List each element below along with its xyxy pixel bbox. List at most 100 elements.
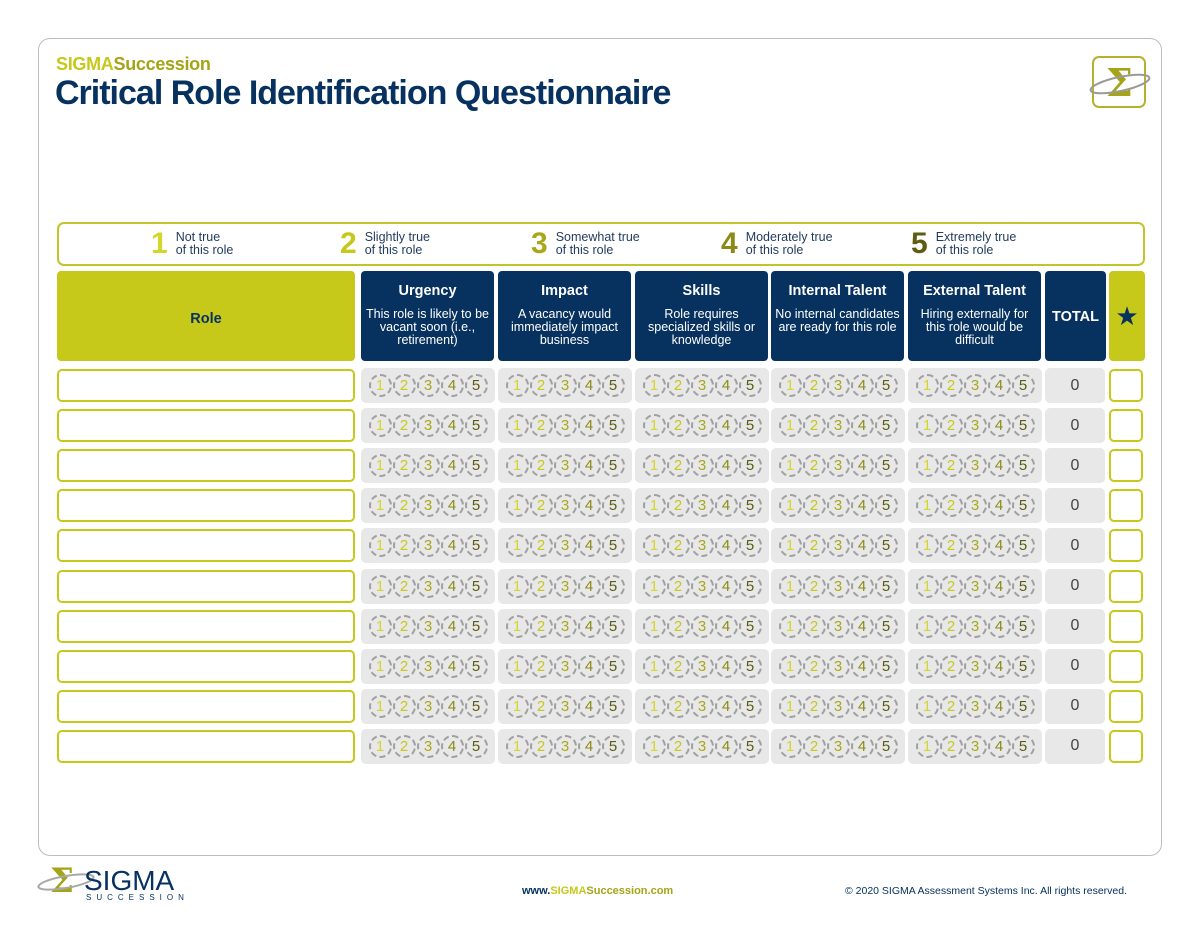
rating-radio-2[interactable]: 2 <box>939 654 963 678</box>
critical-role-checkbox[interactable] <box>1109 489 1143 523</box>
rating-radio-1[interactable]: 1 <box>778 734 802 758</box>
rating-radio-1[interactable]: 1 <box>915 374 939 397</box>
rating-radio-3[interactable]: 3 <box>963 534 987 558</box>
rating-radio-2[interactable]: 2 <box>529 494 553 518</box>
critical-role-checkbox[interactable] <box>1109 569 1143 603</box>
rating-radio-4[interactable]: 4 <box>577 374 601 397</box>
rating-radio-5[interactable]: 5 <box>601 374 625 397</box>
rating-radio-4[interactable]: 4 <box>714 374 738 397</box>
role-name-input[interactable] <box>57 369 355 402</box>
rating-radio-5[interactable]: 5 <box>601 614 625 638</box>
rating-radio-2[interactable]: 2 <box>529 534 553 558</box>
rating-radio-4[interactable]: 4 <box>987 654 1011 678</box>
rating-radio-2[interactable]: 2 <box>529 694 553 718</box>
rating-radio-1[interactable]: 1 <box>778 454 802 478</box>
rating-radio-5[interactable]: 5 <box>1011 734 1035 758</box>
rating-radio-3[interactable]: 3 <box>553 494 577 518</box>
rating-radio-4[interactable]: 4 <box>577 654 601 678</box>
rating-radio-1[interactable]: 1 <box>778 614 802 638</box>
rating-radio-2[interactable]: 2 <box>802 414 826 438</box>
rating-radio-3[interactable]: 3 <box>416 534 440 558</box>
rating-radio-5[interactable]: 5 <box>464 694 488 718</box>
rating-radio-1[interactable]: 1 <box>505 614 529 638</box>
rating-radio-2[interactable]: 2 <box>529 734 553 758</box>
rating-radio-1[interactable]: 1 <box>778 494 802 518</box>
rating-radio-2[interactable]: 2 <box>802 454 826 478</box>
rating-radio-5[interactable]: 5 <box>601 534 625 558</box>
rating-radio-4[interactable]: 4 <box>714 574 738 598</box>
rating-radio-4[interactable]: 4 <box>987 534 1011 558</box>
rating-radio-1[interactable]: 1 <box>642 454 666 478</box>
rating-radio-5[interactable]: 5 <box>601 494 625 518</box>
rating-radio-2[interactable]: 2 <box>392 574 416 598</box>
rating-radio-2[interactable]: 2 <box>939 614 963 638</box>
rating-radio-4[interactable]: 4 <box>850 414 874 438</box>
rating-radio-3[interactable]: 3 <box>416 494 440 518</box>
rating-radio-4[interactable]: 4 <box>714 454 738 478</box>
rating-radio-3[interactable]: 3 <box>963 694 987 718</box>
rating-radio-2[interactable]: 2 <box>529 654 553 678</box>
rating-radio-2[interactable]: 2 <box>802 374 826 397</box>
rating-radio-1[interactable]: 1 <box>915 614 939 638</box>
rating-radio-1[interactable]: 1 <box>505 654 529 678</box>
rating-radio-4[interactable]: 4 <box>714 654 738 678</box>
rating-radio-5[interactable]: 5 <box>874 694 898 718</box>
rating-radio-5[interactable]: 5 <box>874 454 898 478</box>
rating-radio-4[interactable]: 4 <box>440 574 464 598</box>
rating-radio-2[interactable]: 2 <box>529 374 553 397</box>
rating-radio-4[interactable]: 4 <box>850 694 874 718</box>
rating-radio-5[interactable]: 5 <box>464 534 488 558</box>
rating-radio-5[interactable]: 5 <box>874 734 898 758</box>
rating-radio-3[interactable]: 3 <box>690 614 714 638</box>
rating-radio-3[interactable]: 3 <box>963 494 987 518</box>
rating-radio-1[interactable]: 1 <box>368 454 392 478</box>
rating-radio-1[interactable]: 1 <box>778 574 802 598</box>
rating-radio-4[interactable]: 4 <box>714 534 738 558</box>
rating-radio-3[interactable]: 3 <box>553 614 577 638</box>
rating-radio-3[interactable]: 3 <box>826 534 850 558</box>
rating-radio-4[interactable]: 4 <box>577 694 601 718</box>
rating-radio-3[interactable]: 3 <box>553 374 577 397</box>
rating-radio-2[interactable]: 2 <box>802 654 826 678</box>
website-link[interactable]: www.SIGMASuccession.com <box>522 885 673 897</box>
rating-radio-5[interactable]: 5 <box>601 454 625 478</box>
rating-radio-3[interactable]: 3 <box>963 734 987 758</box>
role-name-input[interactable] <box>57 449 355 483</box>
rating-radio-3[interactable]: 3 <box>690 374 714 397</box>
rating-radio-4[interactable]: 4 <box>714 734 738 758</box>
role-name-input[interactable] <box>57 569 355 603</box>
rating-radio-5[interactable]: 5 <box>464 374 488 397</box>
rating-radio-1[interactable]: 1 <box>505 454 529 478</box>
rating-radio-2[interactable]: 2 <box>392 534 416 558</box>
rating-radio-4[interactable]: 4 <box>440 654 464 678</box>
rating-radio-2[interactable]: 2 <box>529 574 553 598</box>
rating-radio-5[interactable]: 5 <box>874 414 898 438</box>
rating-radio-5[interactable]: 5 <box>738 494 762 518</box>
rating-radio-2[interactable]: 2 <box>802 494 826 518</box>
rating-radio-5[interactable]: 5 <box>1011 574 1035 598</box>
rating-radio-1[interactable]: 1 <box>642 374 666 397</box>
rating-radio-2[interactable]: 2 <box>939 414 963 438</box>
rating-radio-4[interactable]: 4 <box>577 534 601 558</box>
rating-radio-2[interactable]: 2 <box>939 734 963 758</box>
rating-radio-2[interactable]: 2 <box>392 494 416 518</box>
rating-radio-5[interactable]: 5 <box>601 574 625 598</box>
rating-radio-5[interactable]: 5 <box>1011 534 1035 558</box>
rating-radio-4[interactable]: 4 <box>850 494 874 518</box>
rating-radio-1[interactable]: 1 <box>642 494 666 518</box>
rating-radio-3[interactable]: 3 <box>826 494 850 518</box>
rating-radio-4[interactable]: 4 <box>440 534 464 558</box>
rating-radio-3[interactable]: 3 <box>690 534 714 558</box>
rating-radio-2[interactable]: 2 <box>666 734 690 758</box>
rating-radio-4[interactable]: 4 <box>577 574 601 598</box>
rating-radio-4[interactable]: 4 <box>987 414 1011 438</box>
rating-radio-2[interactable]: 2 <box>392 734 416 758</box>
rating-radio-1[interactable]: 1 <box>915 414 939 438</box>
rating-radio-4[interactable]: 4 <box>440 374 464 397</box>
rating-radio-2[interactable]: 2 <box>939 454 963 478</box>
rating-radio-3[interactable]: 3 <box>416 614 440 638</box>
rating-radio-5[interactable]: 5 <box>874 654 898 678</box>
rating-radio-3[interactable]: 3 <box>963 374 987 397</box>
rating-radio-5[interactable]: 5 <box>464 614 488 638</box>
rating-radio-1[interactable]: 1 <box>915 654 939 678</box>
